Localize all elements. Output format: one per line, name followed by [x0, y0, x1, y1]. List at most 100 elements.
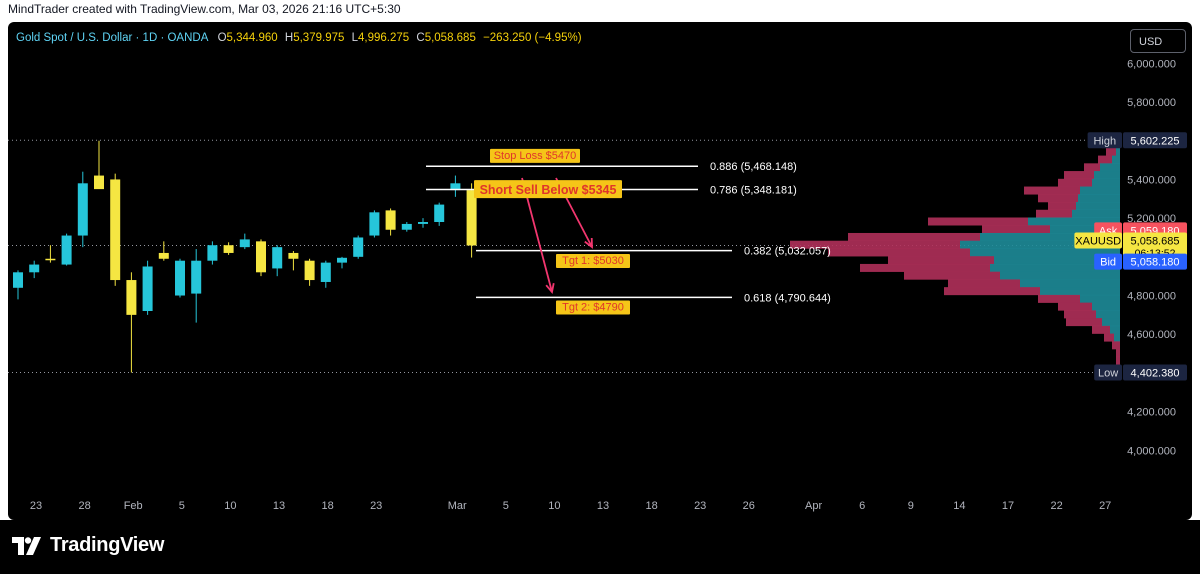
volume-profile-up-bar: [1078, 194, 1120, 203]
candle-body: [45, 258, 56, 261]
candle-body: [158, 252, 169, 259]
volume-profile-down-bar: [1066, 318, 1102, 327]
volume-profile-down-bar: [860, 263, 990, 272]
price-chart[interactable]: 0.886 (5,468.148) 0.786 (5,348.181) 0.382 …: [8, 22, 1192, 520]
volume-profile-up-bar: [1114, 333, 1120, 342]
volume-profile-down-bar: [1038, 294, 1080, 303]
high-marker-label-bg: [1087, 132, 1122, 149]
annotation-label: Tgt 2: $4790: [562, 301, 624, 313]
candle-body: [450, 183, 461, 191]
x-axis-tick-label: 10: [548, 500, 560, 512]
fib-level-label: 0.618 (4,790.644): [744, 292, 831, 304]
x-axis-tick-label: 18: [321, 500, 333, 512]
annotation-box: [556, 254, 630, 269]
volume-profile-down-bar: [1038, 194, 1078, 203]
y-axis-tick-label: 5,200.000: [1127, 213, 1176, 225]
volume-profile-up-bar: [1100, 163, 1120, 172]
volume-profile-down-bar: [1064, 310, 1096, 319]
candle-body: [175, 260, 185, 296]
volume-profile-up-bar: [1040, 287, 1120, 296]
candle-body: [126, 280, 137, 315]
candle-body: [272, 247, 283, 269]
volume-profile-down-bar: [888, 256, 994, 265]
target-1-arrow-head: [584, 237, 593, 249]
fib-level-label: 0.886 (5,468.148): [710, 161, 797, 173]
x-axis-tick-label: 5: [503, 500, 509, 512]
volume-profile-up-bar: [1116, 147, 1120, 156]
high-label: H: [284, 32, 294, 44]
bid-value-bg: [1123, 253, 1187, 270]
open-value: 5,344.960: [226, 32, 278, 44]
bid-label: Bid: [1100, 257, 1116, 269]
candle-body: [385, 210, 396, 230]
volume-profile-down-bar: [1048, 202, 1076, 211]
volume-profile-up-bar: [990, 263, 1120, 272]
volume-profile-up-bar: [1076, 202, 1120, 211]
x-axis-tick-label: 22: [1050, 500, 1062, 512]
close-label: C: [416, 32, 425, 44]
low-marker-value: 4,402.380: [1131, 367, 1180, 379]
annotation-label: Short Sell Below $5345: [480, 183, 617, 197]
volume-profile-down-bar: [1092, 325, 1110, 334]
candle-body: [77, 183, 88, 236]
target-2-arrow-head: [545, 282, 555, 295]
candle-body: [223, 245, 234, 253]
y-axis-tick-label: 4,200.000: [1127, 407, 1176, 419]
low-value: 4,996.275: [358, 32, 410, 44]
candle-body: [418, 222, 428, 224]
chart-credit: MindTrader created with TradingView.com,…: [8, 2, 401, 16]
x-axis-tick-label: Feb: [124, 500, 143, 512]
tradingview-logo[interactable]: TradingView: [12, 534, 164, 557]
candle-body: [401, 223, 412, 230]
volume-profile-down-bar: [982, 225, 1050, 234]
symbol-legend: Gold Spot / U.S. Dollar · 1D · OANDA O5,…: [16, 32, 582, 44]
x-axis-tick-label: 27: [1099, 500, 1111, 512]
chart-panel[interactable]: 0.886 (5,468.148) 0.786 (5,348.181) 0.382 …: [8, 22, 1192, 520]
volume-profile-up-bar: [970, 248, 1120, 257]
volume-profile-up-bar: [1092, 302, 1120, 311]
volume-profile-up-bar: [1080, 186, 1120, 195]
volume-profile-up-bar: [1050, 225, 1120, 234]
x-axis-tick-label: 13: [597, 500, 609, 512]
x-axis-tick-label: 28: [78, 500, 90, 512]
last-price-label: XAUUSD: [1075, 235, 1121, 247]
high-marker-value: 5,602.225: [1131, 135, 1180, 147]
fib-level-label: 0.786 (5,348.181): [710, 184, 797, 196]
x-axis-tick-label: 5: [179, 500, 185, 512]
candle-body: [288, 252, 299, 259]
x-axis-tick-label: 26: [743, 500, 755, 512]
candle-body: [142, 266, 153, 311]
volume-profile-up-bar: [1102, 318, 1120, 327]
volume-profile-up-bar: [994, 256, 1120, 265]
fib-level-label: 0.382 (5,032.057): [744, 246, 831, 258]
annotation-box: [556, 300, 630, 315]
volume-profile-down-bar: [1116, 356, 1120, 365]
candle-body: [29, 264, 40, 273]
x-axis-tick-label: 23: [30, 500, 42, 512]
x-axis-tick-label: 17: [1002, 500, 1014, 512]
volume-profile-down-bar: [1064, 171, 1094, 180]
volume-profile-down-bar: [1036, 209, 1072, 218]
volume-profile-down-bar: [1112, 341, 1120, 350]
volume-profile-down-bar: [848, 232, 980, 241]
candle-body: [353, 237, 364, 257]
low-marker-label: Low: [1098, 367, 1118, 379]
volume-profile-down-bar: [944, 287, 1040, 296]
x-axis-tick-label: Mar: [448, 500, 467, 512]
volume-profile-down-bar: [1104, 333, 1114, 342]
high-marker-label: High: [1093, 135, 1116, 147]
currency-button[interactable]: USD: [1130, 29, 1186, 53]
footer-bar: TradingView: [0, 520, 1200, 574]
candle-body: [207, 245, 218, 261]
y-axis-tick-label: 4,000.000: [1127, 445, 1176, 457]
volume-profile-down-bar: [1098, 155, 1112, 164]
volume-profile-down-bar: [1058, 302, 1092, 311]
volume-profile-down-bar: [928, 217, 1028, 226]
tradingview-logo-icon: [12, 536, 41, 555]
candle-body: [239, 239, 250, 248]
close-value: 5,058.685: [424, 32, 476, 44]
x-axis-tick-label: 23: [370, 500, 382, 512]
candle-body: [191, 260, 202, 294]
countdown-label: 06:13:52: [1135, 247, 1176, 259]
annotation-box: [474, 180, 622, 199]
